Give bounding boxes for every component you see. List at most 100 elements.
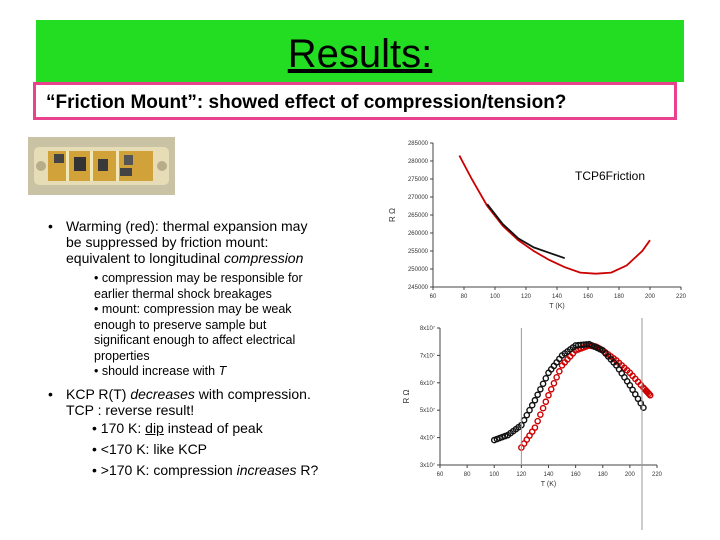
x-tick-label: 100 xyxy=(490,294,501,300)
x-tick-label: 160 xyxy=(571,472,582,478)
underline-dip: dip xyxy=(145,419,164,436)
x-tick-label: 180 xyxy=(614,294,625,300)
x-tick-label: 140 xyxy=(543,472,554,478)
subtitle-box: “Friction Mount”: showed effect of compr… xyxy=(33,82,677,120)
sub-bullet-text: R? xyxy=(296,461,319,478)
sub-bullet-line: • <170 K: like KCP xyxy=(92,440,208,457)
bullet-line: be suppressed by friction mount: xyxy=(66,234,269,250)
y-axis-label: R Ω xyxy=(388,208,397,222)
bullet-text: Warming (red): thermal expansion may be … xyxy=(48,218,388,481)
emphasis-decreases: decreases xyxy=(130,385,195,402)
data-point xyxy=(542,375,550,382)
y-tick-label: 7x10⁷ xyxy=(420,352,435,359)
y-tick-label: 285000 xyxy=(408,141,429,147)
y-tick-label: 8x10⁷ xyxy=(420,325,435,332)
data-point xyxy=(645,390,653,398)
bullet-kcp: KCP R(T) decreases with compression. TCP… xyxy=(48,386,388,418)
x-tick-label: 180 xyxy=(598,472,609,478)
sub-bullet-line: properties xyxy=(94,348,150,363)
data-point xyxy=(631,390,639,398)
y-tick-label: 260000 xyxy=(408,231,429,237)
x-tick-label: 160 xyxy=(583,294,594,300)
bullet-line: Warming (red): thermal expansion may xyxy=(66,218,308,234)
sub-bullet-text: • should increase with xyxy=(94,364,219,378)
x-tick-label: 100 xyxy=(489,472,500,478)
x-tick-label: 140 xyxy=(552,294,563,300)
x-tick-label: 120 xyxy=(516,472,527,478)
slide-subtitle: “Friction Mount”: showed effect of compr… xyxy=(46,92,567,113)
sub-bullet-text: instead of peak xyxy=(163,419,263,436)
x-tick-label: 60 xyxy=(430,294,437,300)
data-point xyxy=(523,411,531,419)
y-tick-label: 280000 xyxy=(408,159,429,165)
y-tick-label: 250000 xyxy=(408,267,429,273)
x-axis-label: T (K) xyxy=(541,481,556,488)
sub-bullets-warming: • compression may be responsible for ear… xyxy=(48,271,388,380)
sub-bullet-line: earlier thermal shock breakages xyxy=(94,286,272,301)
data-point xyxy=(531,424,539,431)
x-tick-label: 200 xyxy=(625,472,636,478)
data-point xyxy=(640,404,647,412)
x-tick-label: 220 xyxy=(676,294,687,300)
chart-resistance-vs-temperature: 60 80 100 120 140 160 180 200 220 3x10⁷ 4x10⁷ 5x10⁷… xyxy=(402,318,663,530)
sub-bullet-text: • 170 K: xyxy=(92,419,146,436)
data-point xyxy=(539,404,547,412)
x-tick-label: 80 xyxy=(464,472,471,478)
y-tick-label: 270000 xyxy=(408,195,429,201)
bullet-line: equivalent to longitudinal compression xyxy=(66,250,388,266)
data-point xyxy=(547,385,555,393)
bullet-text-span: equivalent to longitudinal xyxy=(66,250,225,266)
data-point xyxy=(646,391,654,399)
bullet-line: TCP : reverse result! xyxy=(66,401,195,418)
data-point xyxy=(539,380,547,388)
series-line-0 xyxy=(458,155,651,275)
chart-tcp6-friction: 60 80 100 120 140 160 180 200 220 245000 250000 255… xyxy=(388,141,687,310)
y-tick-label: 3x10⁷ xyxy=(420,462,435,469)
data-point xyxy=(634,395,642,403)
sample-photo xyxy=(28,137,175,195)
data-point xyxy=(531,396,539,404)
y-tick-label: 255000 xyxy=(408,249,429,255)
sub-bullet-line: • 170 K: dip instead of peak xyxy=(92,418,388,439)
data-point xyxy=(545,391,552,399)
x-tick-label: 60 xyxy=(437,472,444,478)
y-tick-label: 6x10⁷ xyxy=(420,380,435,387)
sub-bullet-text: • >170 K: compression xyxy=(92,461,237,478)
bullet-warming: Warming (red): thermal expansion may be … xyxy=(48,218,388,266)
data-point xyxy=(528,401,536,409)
data-point xyxy=(553,374,560,381)
sub-bullet-line: significant enough to affect electrical xyxy=(94,333,296,347)
series-line-1 xyxy=(486,203,566,260)
slide-title: Results: xyxy=(287,32,433,76)
data-point xyxy=(534,417,541,425)
x-tick-label: 80 xyxy=(461,294,468,300)
bullet-line: KCP R(T) decreases with compression. xyxy=(66,386,388,402)
sub-bullet-line: enough to preserve sample but xyxy=(94,317,267,332)
y-tick-label: 5x10⁷ xyxy=(420,407,435,414)
data-point xyxy=(629,386,636,394)
x-tick-label: 200 xyxy=(645,294,656,300)
bullet-text-span: KCP R(T) xyxy=(66,385,131,402)
data-point xyxy=(537,385,544,393)
sub-bullets-kcp: • 170 K: dip instead of peak • <170 K: l… xyxy=(48,418,388,481)
x-tick-label: 120 xyxy=(521,294,532,300)
y-tick-label: 275000 xyxy=(408,177,429,183)
sub-bullet-line: • mount: compression may be weak xyxy=(94,302,292,316)
data-point xyxy=(526,406,533,414)
y-tick-label: 265000 xyxy=(408,213,429,219)
sub-bullet-line: • compression may be responsible for xyxy=(94,271,303,285)
data-point xyxy=(542,398,550,406)
data-point xyxy=(537,411,544,418)
data-point xyxy=(556,368,563,375)
y-tick-label: 245000 xyxy=(408,285,429,291)
y-tick-label: 4x10⁷ xyxy=(420,435,435,442)
y-axis-label: R Ω xyxy=(402,389,411,403)
title-bar: Results: xyxy=(36,20,684,82)
emphasis-compression: compression xyxy=(224,250,304,266)
emphasis-increases: increases xyxy=(236,461,297,478)
sub-bullet-line: • should increase with T xyxy=(94,364,388,380)
data-point xyxy=(626,381,634,389)
data-point xyxy=(637,399,645,407)
bullet-text-span: with compression. xyxy=(194,385,311,402)
x-axis-label: T (K) xyxy=(549,303,564,310)
